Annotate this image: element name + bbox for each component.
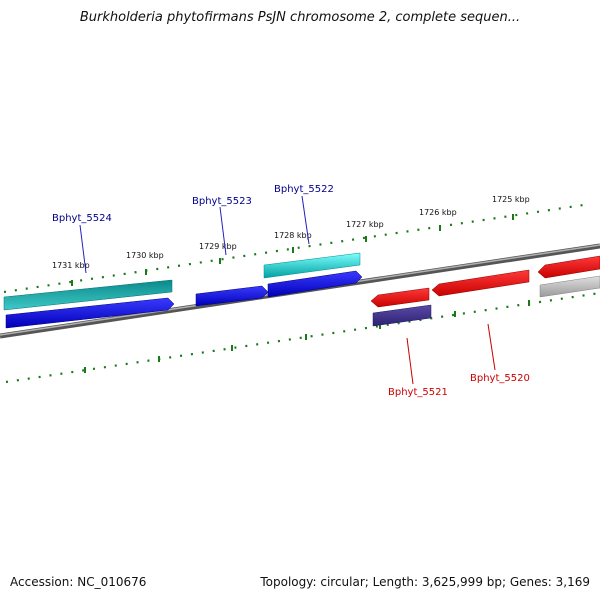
lower-ruler-dots	[5, 291, 600, 384]
gene-bphyt-5522-feature[interactable]	[263, 252, 361, 279]
gene-bphyt-5522[interactable]	[267, 270, 363, 298]
ruler-label-1727: 1727 kbp	[346, 220, 384, 229]
gene-offscreen-red[interactable]	[537, 255, 600, 279]
label-bphyt-5522[interactable]: Bphyt_5522	[274, 184, 334, 195]
ruler-labels: 1731 kbp 1730 kbp 1729 kbp 1728 kbp 1727…	[52, 195, 530, 270]
upper-ruler	[3, 202, 591, 294]
gene-bphyt-5524-feature[interactable]	[3, 279, 173, 311]
reverse-genes	[370, 255, 600, 327]
ruler-label-1726: 1726 kbp	[419, 208, 457, 217]
label-bphyt-5524[interactable]: Bphyt_5524	[52, 213, 112, 224]
forward-genes	[3, 252, 363, 329]
label-bphyt-5523[interactable]: Bphyt_5523	[192, 196, 252, 207]
label-leaders	[79, 195, 496, 385]
label-bphyt-5520[interactable]: Bphyt_5520	[470, 373, 530, 384]
gene-bphyt-5523[interactable]	[195, 285, 269, 307]
ruler-label-1725: 1725 kbp	[492, 195, 530, 204]
gene-bphyt-5524[interactable]	[5, 297, 175, 329]
ruler-label-1730: 1730 kbp	[126, 251, 164, 260]
gene-offscreen-gray[interactable]	[539, 275, 600, 298]
ruler-label-1728: 1728 kbp	[274, 231, 312, 240]
leader-bphyt-5520	[487, 323, 496, 371]
gene-labels: Bphyt_5524 Bphyt_5523 Bphyt_5522 Bphyt_5…	[52, 184, 530, 398]
accession-text: Accession: NC_010676	[10, 575, 147, 589]
ruler-label-1731: 1731 kbp	[52, 261, 90, 270]
label-bphyt-5521[interactable]: Bphyt_5521	[388, 387, 448, 398]
leader-bphyt-5523	[219, 206, 227, 256]
gene-bphyt-5521[interactable]	[370, 287, 430, 308]
leader-bphyt-5521	[406, 337, 414, 385]
map-title: Burkholderia phytofirmans PsJN chromosom…	[79, 10, 521, 25]
leader-bphyt-5522	[301, 195, 310, 245]
leader-bphyt-5524	[79, 224, 87, 274]
sequence-summary: Topology: circular; Length: 3,625,999 bp…	[260, 575, 590, 589]
ruler-label-1729: 1729 kbp	[199, 242, 237, 251]
gene-bphyt-5521-feature[interactable]	[372, 304, 432, 327]
gene-bphyt-5520[interactable]	[431, 269, 530, 297]
upper-ruler-major-ticks	[71, 214, 514, 286]
